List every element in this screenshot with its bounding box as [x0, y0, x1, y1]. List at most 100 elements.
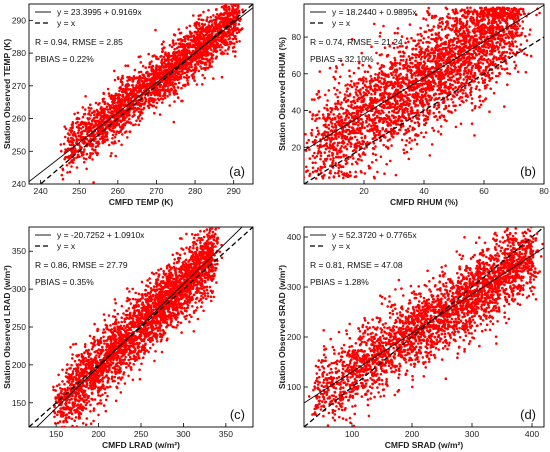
data-point: [84, 95, 87, 98]
data-point: [118, 93, 122, 97]
data-point: [360, 136, 364, 140]
data-point: [111, 133, 115, 137]
data-point: [237, 30, 241, 34]
data-point: [355, 128, 359, 131]
data-point: [79, 121, 82, 125]
data-point: [88, 109, 91, 112]
data-point: [60, 173, 64, 177]
data-point: [439, 44, 442, 48]
data-point: [349, 136, 352, 139]
data-point: [175, 71, 179, 74]
data-point: [236, 1, 239, 4]
data-point: [196, 62, 199, 65]
data-point: [172, 120, 176, 124]
data-point: [405, 139, 409, 142]
data-point: [176, 86, 180, 89]
data-point: [218, 13, 222, 17]
data-point: [179, 73, 182, 77]
data-point: [120, 143, 123, 147]
data-point: [535, 13, 538, 17]
data-point: [211, 44, 214, 48]
data-point: [132, 88, 135, 91]
data-point: [490, 22, 494, 25]
data-point: [119, 129, 122, 132]
data-point: [219, 21, 222, 24]
data-point: [206, 16, 209, 19]
data-point: [459, 76, 462, 79]
data-point: [333, 122, 337, 126]
data-point: [380, 77, 384, 80]
data-point: [113, 69, 116, 73]
data-point: [177, 54, 180, 57]
data-point: [137, 70, 141, 74]
data-point: [371, 161, 374, 164]
data-point: [108, 104, 111, 107]
data-point: [424, 97, 428, 101]
data-point: [80, 146, 83, 149]
data-point: [226, 43, 229, 46]
data-point: [116, 122, 119, 126]
data-point: [197, 33, 200, 37]
data-point: [126, 136, 129, 139]
data-point: [391, 82, 395, 85]
data-point: [396, 46, 399, 49]
data-point: [118, 89, 121, 93]
data-point: [424, 91, 428, 95]
data-point: [371, 152, 375, 155]
data-point: [443, 27, 447, 31]
data-point: [172, 91, 176, 94]
data-point: [170, 62, 174, 65]
data-point: [90, 107, 93, 110]
data-point: [200, 29, 204, 33]
data-point: [222, 4, 226, 8]
data-point: [339, 115, 343, 118]
data-point: [352, 71, 356, 75]
data-point: [138, 81, 141, 85]
data-point: [157, 57, 160, 61]
data-point: [137, 90, 141, 94]
data-point: [138, 76, 141, 79]
data-point: [171, 81, 174, 84]
data-point: [432, 111, 436, 115]
data-point: [430, 96, 434, 100]
data-point: [469, 93, 473, 97]
data-point: [87, 118, 90, 121]
data-point: [401, 44, 404, 48]
data-point: [330, 122, 334, 125]
data-point: [447, 12, 450, 16]
data-point: [471, 75, 475, 78]
data-point: [76, 153, 80, 157]
data-point: [454, 81, 457, 84]
data-point: [102, 135, 105, 139]
data-point: [181, 64, 185, 67]
data-point: [360, 51, 364, 55]
data-point: [210, 65, 213, 68]
data-point: [197, 17, 201, 21]
data-point: [151, 91, 154, 95]
data-point: [81, 125, 85, 129]
data-point: [430, 143, 434, 146]
data-point: [228, 34, 232, 37]
data-point: [368, 166, 372, 169]
data-point: [238, 1, 241, 4]
data-point: [386, 80, 390, 84]
data-point: [118, 115, 121, 119]
data-point: [207, 9, 210, 12]
data-point: [347, 132, 350, 136]
stats-pbias: PBIAS = 0.22%: [35, 54, 94, 64]
data-point: [360, 99, 364, 102]
data-point: [113, 104, 116, 108]
data-point: [216, 26, 220, 30]
data-point: [416, 61, 420, 65]
data-point: [148, 91, 152, 94]
data-point: [174, 42, 178, 45]
data-point: [319, 157, 322, 161]
data-point: [114, 154, 117, 158]
data-point: [334, 161, 337, 165]
data-point: [129, 91, 132, 95]
data-point: [193, 38, 197, 42]
data-point: [426, 115, 430, 119]
data-point: [494, 62, 497, 66]
data-point: [324, 125, 327, 128]
data-point: [414, 71, 418, 75]
